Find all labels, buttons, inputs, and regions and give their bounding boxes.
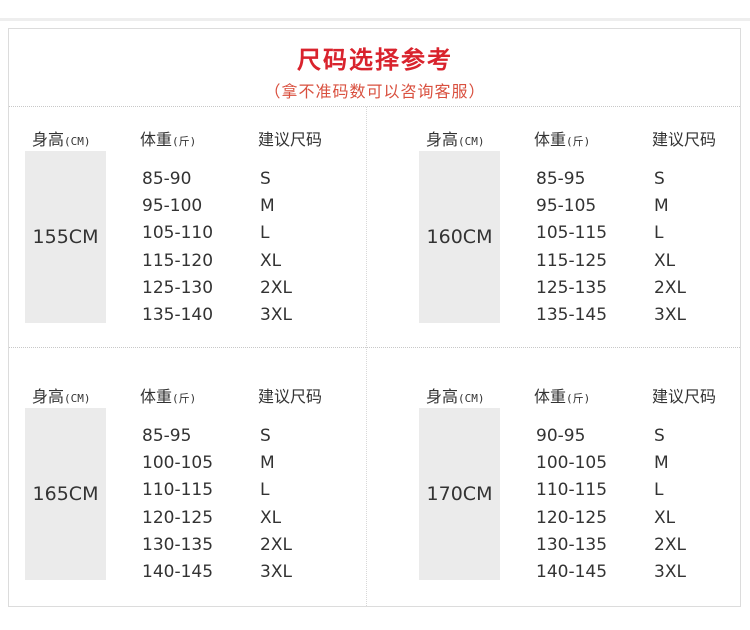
size-header: 建议尺码 bbox=[258, 130, 323, 149]
weight-range: 105-110 bbox=[142, 223, 214, 243]
weight-range: 125-130 bbox=[142, 278, 214, 298]
size-table: 身高(CM) 体重(斤) 建议尺码 170CM 90-95 S 100-105 M 1… bbox=[402, 383, 750, 623]
height-header: 身高(CM) bbox=[426, 387, 485, 406]
size-value: S bbox=[654, 426, 665, 446]
size-table: 身高(CM) 体重(斤) 建议尺码 165CM 85-95 S 100-105 M 1… bbox=[8, 383, 368, 623]
weight-header: 体重(斤) bbox=[140, 130, 197, 149]
height-header: 身高(CM) bbox=[32, 130, 91, 149]
divider bbox=[366, 107, 367, 606]
size-value: S bbox=[260, 169, 271, 189]
size-value: 3XL bbox=[260, 562, 292, 582]
size-value: L bbox=[260, 480, 270, 500]
weight-range: 120-125 bbox=[536, 508, 608, 528]
divider bbox=[9, 106, 740, 107]
height-value: 165CM bbox=[25, 408, 106, 580]
weight-range: 140-145 bbox=[536, 562, 608, 582]
weight-range: 90-95 bbox=[536, 426, 586, 446]
weight-header: 体重(斤) bbox=[534, 387, 591, 406]
top-divider bbox=[0, 18, 750, 21]
size-value: XL bbox=[260, 251, 282, 271]
size-value: M bbox=[654, 196, 669, 216]
weight-range: 135-145 bbox=[536, 305, 608, 325]
height-value: 160CM bbox=[419, 151, 500, 323]
weight-range: 135-140 bbox=[142, 305, 214, 325]
size-value: XL bbox=[654, 508, 676, 528]
size-header: 建议尺码 bbox=[652, 387, 717, 406]
weight-range: 95-105 bbox=[536, 196, 597, 216]
size-value: 3XL bbox=[654, 305, 686, 325]
weight-range: 85-95 bbox=[142, 426, 192, 446]
weight-range: 85-95 bbox=[536, 169, 586, 189]
size-value: 2XL bbox=[260, 278, 292, 298]
weight-range: 115-125 bbox=[536, 251, 608, 271]
size-value: L bbox=[654, 223, 664, 243]
size-table: 身高(CM) 体重(斤) 建议尺码 160CM 85-95 S 95-105 M 10… bbox=[402, 126, 750, 366]
weight-range: 110-115 bbox=[142, 480, 214, 500]
weight-range: 120-125 bbox=[142, 508, 214, 528]
size-value: M bbox=[260, 453, 275, 473]
weight-range: 115-120 bbox=[142, 251, 214, 271]
weight-range: 125-135 bbox=[536, 278, 608, 298]
weight-range: 110-115 bbox=[536, 480, 608, 500]
weight-range: 130-135 bbox=[142, 535, 214, 555]
size-value: M bbox=[260, 196, 275, 216]
size-value: S bbox=[260, 426, 271, 446]
size-value: S bbox=[654, 169, 665, 189]
weight-range: 130-135 bbox=[536, 535, 608, 555]
size-chart-frame bbox=[8, 28, 741, 607]
size-value: 2XL bbox=[260, 535, 292, 555]
size-value: XL bbox=[654, 251, 676, 271]
page-subtitle: （拿不准码数可以咨询客服） bbox=[264, 82, 486, 101]
size-value: 2XL bbox=[654, 278, 686, 298]
size-value: 3XL bbox=[654, 562, 686, 582]
height-value: 155CM bbox=[25, 151, 106, 323]
size-header: 建议尺码 bbox=[652, 130, 717, 149]
weight-range: 95-100 bbox=[142, 196, 203, 216]
size-value: L bbox=[654, 480, 664, 500]
height-value: 170CM bbox=[419, 408, 500, 580]
weight-header: 体重(斤) bbox=[534, 130, 591, 149]
height-header: 身高(CM) bbox=[426, 130, 485, 149]
weight-range: 100-105 bbox=[142, 453, 214, 473]
size-value: 2XL bbox=[654, 535, 686, 555]
size-value: 3XL bbox=[260, 305, 292, 325]
weight-range: 100-105 bbox=[536, 453, 608, 473]
weight-header: 体重(斤) bbox=[140, 387, 197, 406]
size-table: 身高(CM) 体重(斤) 建议尺码 155CM 85-90 S 95-100 M 10… bbox=[8, 126, 368, 366]
size-value: M bbox=[654, 453, 669, 473]
weight-range: 85-90 bbox=[142, 169, 192, 189]
page-title: 尺码选择参考 bbox=[297, 46, 453, 74]
size-value: XL bbox=[260, 508, 282, 528]
height-header: 身高(CM) bbox=[32, 387, 91, 406]
divider bbox=[9, 347, 740, 348]
size-header: 建议尺码 bbox=[258, 387, 323, 406]
size-value: L bbox=[260, 223, 270, 243]
weight-range: 105-115 bbox=[536, 223, 608, 243]
weight-range: 140-145 bbox=[142, 562, 214, 582]
